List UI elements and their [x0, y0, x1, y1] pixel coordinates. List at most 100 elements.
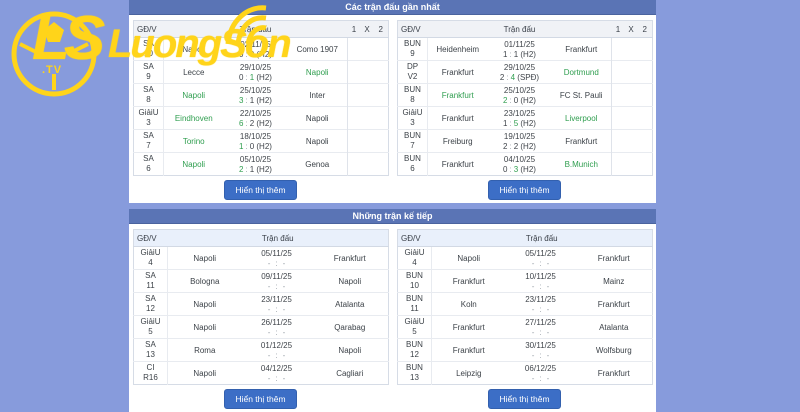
- match-date: 27/11/25: [525, 317, 556, 327]
- odds-cell-empty: [347, 129, 389, 153]
- column-header-odd-x: X: [360, 20, 374, 38]
- match-score: 6:2 (H2): [239, 118, 272, 128]
- stage-round-cell: SA 7: [133, 129, 164, 153]
- column-header-odd-x: X: [624, 20, 638, 38]
- odds-cell-empty: [347, 152, 389, 176]
- home-team-name: Lecce: [163, 60, 224, 84]
- table-row: GiảiU 3 Frankfurt 23/10/25 1:5 (H2) Liverpool: [397, 106, 653, 130]
- match-score: -:-: [267, 373, 286, 383]
- date-score-cell: 01/12/25-: -: [241, 338, 312, 362]
- home-team-name: Frankfurt: [427, 152, 488, 176]
- odds-cell-empty: [347, 83, 389, 107]
- button-row: Hiển thị thêm: [397, 176, 652, 203]
- away-team-name: Frankfurt: [575, 361, 653, 385]
- match-score: 1:5 (H2): [503, 118, 536, 128]
- home-team-name: Eindhoven: [163, 106, 224, 130]
- stage-round-cell: GiảiU 3: [397, 106, 428, 130]
- table-row: SA 8 Napoli 25/10/25 3:1 (H2) Inter: [133, 83, 389, 107]
- date-score-cell: 09/11/25-: -: [241, 269, 312, 293]
- away-team-name: FC St. Pauli: [551, 83, 612, 107]
- away-team-name: Liverpool: [551, 106, 612, 130]
- match-date: 04/10/25: [503, 154, 536, 164]
- away-team-name: B.Munich: [551, 152, 612, 176]
- date-score-cell: 04/12/25-: -: [241, 361, 312, 385]
- column-header-odd-1: 1: [611, 20, 625, 38]
- column-header-match: Trận đấu: [167, 229, 389, 247]
- match-date: 05/10/25: [239, 154, 272, 164]
- stage-round-cell: SA 12: [133, 292, 168, 316]
- match-score: 2:4 (SPĐ): [499, 72, 540, 82]
- date-score-cell: 18/10/25 1:0 (H2): [223, 129, 288, 153]
- odds-cell-empty: [347, 60, 389, 84]
- table-row: BUN 9 Heidenheim 01/11/25 1:1 (H2) Frankfurt: [397, 37, 653, 61]
- away-team-name: Atalanta: [575, 315, 653, 339]
- matches-table-column: GĐ/V Trận đấu 1 X 2 BUN 9 Heidenheim 01/11/25 1:1…: [397, 20, 653, 203]
- date-score-cell: 22/10/25 6:2 (H2): [223, 106, 288, 130]
- match-date: 22/10/25: [239, 108, 272, 118]
- stage-round-cell: GiảiU 5: [133, 315, 168, 339]
- table-row: GiảiU 3 Eindhoven 22/10/25 6:2 (H2) Napoli: [133, 106, 389, 130]
- matches-table: GĐ/V Trận đấu GiảiU 4 Napoli 05/11/25-: - Frank…: [397, 229, 654, 385]
- date-score-cell: 25/10/25 3:1 (H2): [223, 83, 288, 107]
- home-team-name: Frankfurt: [431, 338, 506, 362]
- matches-table: GĐ/V Trận đấu GiảiU 4 Napoli 05/11/25-: - Frank…: [133, 229, 390, 385]
- match-score: -:-: [531, 304, 550, 314]
- match-date: 06/12/25: [524, 363, 557, 373]
- date-score-cell: 02/11/25 0:0 (H2): [224, 38, 288, 61]
- match-score: -:-: [531, 281, 550, 291]
- away-team-name: Como 1907: [296, 44, 338, 54]
- column-header-odd-2: 2: [373, 20, 389, 38]
- home-team-name: Heidenheim: [436, 44, 480, 54]
- match-date: 01/11/25: [504, 39, 535, 49]
- match-date: 23/10/25: [503, 108, 536, 118]
- stage-round-cell: GiảiU 4: [133, 246, 168, 270]
- date-score-cell: 26/11/25-: -: [241, 315, 312, 339]
- home-team-name: Leipzig: [431, 361, 506, 385]
- stage-round-cell: BUN 6: [397, 152, 428, 176]
- odds-cell-empty: [347, 37, 389, 61]
- match-score: -:-: [267, 327, 286, 337]
- column-header-stage: GĐ/V: [397, 229, 432, 247]
- home-team-name: Freiburg: [427, 129, 488, 153]
- column-header-stage: GĐ/V: [133, 229, 168, 247]
- button-row: Hiển thị thêm: [133, 385, 388, 412]
- home-team-name: Napoli: [167, 361, 242, 385]
- match-date: 25/10/25: [503, 85, 536, 95]
- logo-tv-text: .TV: [42, 64, 63, 76]
- date-score-cell: 29/10/25 0:1 (H2): [223, 60, 288, 84]
- away-team-name: Atalanta: [311, 292, 389, 316]
- matches-table-column: GĐ/V Trận đấu 1 X 2 SA 10 Napoli 02/11/25 0:0 (H2…: [133, 20, 389, 203]
- date-score-cell: 23/10/25 1:5 (H2): [487, 106, 552, 130]
- away-team-name: Inter: [287, 83, 348, 107]
- table-row: DP V2 Frankfurt 29/10/25 2:4 (SPĐ) Dortmund: [397, 60, 653, 84]
- show-more-button[interactable]: Hiển thị thêm: [224, 388, 297, 409]
- odds-cell-empty: [347, 106, 389, 130]
- recent-matches-panel: GĐ/V Trận đấu 1 X 2 SA 10 Napoli 02/11/25 0:0 (H2…: [129, 15, 656, 203]
- stage-round-cell: BUN 7: [397, 129, 428, 153]
- stage-round-cell: BUN 8: [397, 83, 428, 107]
- home-team-name: Napoli: [167, 315, 242, 339]
- away-team-name: Napoli: [311, 269, 389, 293]
- away-team-name: Frankfurt: [333, 253, 366, 263]
- table-row: BUN 7 Freiburg 19/10/25 2:2 (H2) Frankfurt: [397, 129, 653, 153]
- stage-round-cell: GiảiU 4: [397, 246, 432, 270]
- stage-round-cell: SA 8: [133, 83, 164, 107]
- show-more-button[interactable]: Hiển thị thêm: [488, 388, 561, 409]
- table-row: BUN 6 Frankfurt 04/10/25 0:3 (H2) B.Munich: [397, 152, 653, 176]
- match-score: 0:1 (H2): [239, 72, 272, 82]
- table-row: SA 13 Roma 01/12/25-: - Napoli: [133, 338, 389, 362]
- table-row: SA 10 Napoli 02/11/25 0:0 (H2) Como 1907: [133, 37, 389, 61]
- home-team-name: Napoli: [163, 152, 224, 176]
- away-team-name: Cagliari: [311, 361, 389, 385]
- recent-tables-row: GĐ/V Trận đấu 1 X 2 SA 10 Napoli 02/11/25 0:0 (H2…: [133, 20, 653, 203]
- show-more-button[interactable]: Hiển thị thêm: [488, 179, 561, 200]
- date-score-cell: 29/10/25 2:4 (SPĐ): [487, 60, 552, 84]
- show-more-button[interactable]: Hiển thị thêm: [224, 179, 297, 200]
- stage-round-cell: BUN 9: [397, 37, 428, 61]
- matches-table-column: GĐ/V Trận đấu GiảiU 4 Napoli 05/11/25-: - Frank…: [133, 229, 390, 412]
- stage-round-cell: SA 13: [133, 338, 168, 362]
- match-date: 25/10/25: [239, 85, 272, 95]
- away-team-name: Mainz: [575, 269, 653, 293]
- table-row: BUN 10 Frankfurt 10/11/25-: - Mainz: [397, 269, 653, 293]
- away-team-name: Dortmund: [551, 60, 612, 84]
